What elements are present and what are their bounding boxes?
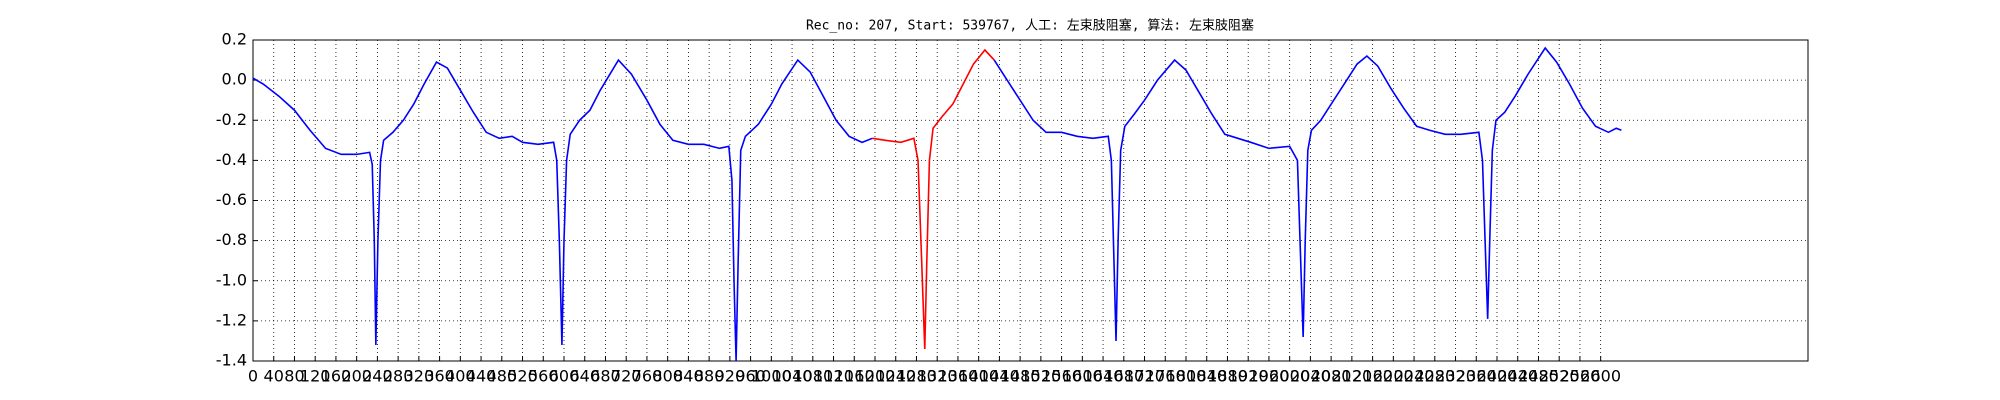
x-tick-label: 1520 bbox=[1021, 367, 1062, 386]
x-tick-label: 2160 bbox=[1352, 367, 1393, 386]
y-tick-label: -1.4 bbox=[216, 351, 247, 370]
x-tick-label: 1480 bbox=[1000, 367, 1041, 386]
x-tick-label: 680 bbox=[590, 367, 621, 386]
x-tick-label: 920 bbox=[715, 367, 746, 386]
x-tick-label: 1080 bbox=[792, 367, 833, 386]
x-tick-label: 2360 bbox=[1456, 367, 1497, 386]
y-tick-label: -1.2 bbox=[216, 310, 247, 329]
x-tick-label: 760 bbox=[632, 367, 663, 386]
x-tick-label: 0 bbox=[248, 367, 258, 386]
x-tick-label: 2480 bbox=[1518, 367, 1559, 386]
x-tick-label: 1960 bbox=[1249, 367, 1290, 386]
x-tick-label: 440 bbox=[466, 367, 497, 386]
x-tick-label: 1720 bbox=[1124, 367, 1165, 386]
x-tick-label: 1920 bbox=[1228, 367, 1269, 386]
y-tick-label: -1.0 bbox=[216, 270, 247, 289]
x-tick-label: 560 bbox=[528, 367, 559, 386]
x-tick-label: 1120 bbox=[813, 367, 854, 386]
x-tick-label: 2120 bbox=[1332, 367, 1373, 386]
x-tick-label: 2280 bbox=[1414, 367, 1455, 386]
x-tick-label: 520 bbox=[507, 367, 538, 386]
x-tick-label: 160 bbox=[321, 367, 352, 386]
x-tick-label: 40 bbox=[264, 367, 284, 386]
y-tick-label: -0.4 bbox=[216, 150, 247, 169]
x-tick-label: 1000 bbox=[751, 367, 792, 386]
x-tick-label: 1680 bbox=[1103, 367, 1144, 386]
x-tick-label: 1760 bbox=[1145, 367, 1186, 386]
x-tick-label: 2560 bbox=[1560, 367, 1601, 386]
x-tick-label: 1440 bbox=[979, 367, 1020, 386]
x-tick-label: 720 bbox=[611, 367, 642, 386]
y-tick-label: -0.8 bbox=[216, 230, 247, 249]
x-tick-label: 1880 bbox=[1207, 367, 1248, 386]
ecg-line bbox=[993, 46, 1622, 341]
x-tick-label: 1320 bbox=[917, 367, 958, 386]
x-tick-label: 1240 bbox=[875, 367, 916, 386]
x-tick-label: 1040 bbox=[772, 367, 813, 386]
y-tick-label: -0.2 bbox=[216, 110, 247, 129]
x-tick-label: 400 bbox=[445, 367, 476, 386]
x-tick-label: 880 bbox=[694, 367, 725, 386]
ecg-line bbox=[872, 48, 995, 349]
x-tick-label: 2320 bbox=[1435, 367, 1476, 386]
x-tick-label: 1200 bbox=[855, 367, 896, 386]
x-tick-label: 1560 bbox=[1041, 367, 1082, 386]
x-tick-label: 2080 bbox=[1311, 367, 1352, 386]
x-tick-label: 320 bbox=[404, 367, 435, 386]
x-tick-label: 640 bbox=[569, 367, 600, 386]
x-tick-label: 1800 bbox=[1166, 367, 1207, 386]
x-tick-label: 120 bbox=[300, 367, 331, 386]
ecg-line bbox=[252, 58, 873, 362]
x-tick-label: 1280 bbox=[896, 367, 937, 386]
x-tick-label: 960 bbox=[735, 367, 766, 386]
x-tick-label: 2200 bbox=[1373, 367, 1414, 386]
y-tick-label: 0.0 bbox=[222, 70, 247, 89]
y-tick-label: -0.6 bbox=[216, 190, 247, 209]
chart-title: Rec_no: 207, Start: 539767, 人工: 左束肢阻塞, 算… bbox=[806, 18, 1254, 34]
x-tick-label: 1600 bbox=[1062, 367, 1103, 386]
x-tick-label: 1160 bbox=[834, 367, 875, 386]
x-tick-label: 480 bbox=[487, 367, 518, 386]
x-tick-label: 800 bbox=[652, 367, 683, 386]
x-tick-label: 2520 bbox=[1539, 367, 1580, 386]
x-tick-label: 840 bbox=[673, 367, 704, 386]
x-tick-label: 2400 bbox=[1477, 367, 1518, 386]
x-tick-label: 280 bbox=[383, 367, 414, 386]
x-tick-label: 2000 bbox=[1269, 367, 1310, 386]
x-tick-label: 240 bbox=[362, 367, 393, 386]
x-tick-label: 2600 bbox=[1580, 367, 1621, 386]
x-tick-label: 2440 bbox=[1497, 367, 1538, 386]
x-tick-label: 1640 bbox=[1083, 367, 1124, 386]
x-tick-label: 1360 bbox=[938, 367, 979, 386]
plot-frame bbox=[252, 39, 1809, 362]
x-tick-label: 360 bbox=[424, 367, 455, 386]
x-tick-label: 600 bbox=[549, 367, 580, 386]
x-tick-label: 2040 bbox=[1290, 367, 1331, 386]
x-tick-label: 2240 bbox=[1394, 367, 1435, 386]
x-tick-label: 1840 bbox=[1186, 367, 1227, 386]
y-tick-label: 0.2 bbox=[222, 30, 247, 49]
x-tick-label: 1400 bbox=[958, 367, 999, 386]
x-tick-label: 200 bbox=[341, 367, 372, 386]
x-tick-label: 80 bbox=[284, 367, 304, 386]
